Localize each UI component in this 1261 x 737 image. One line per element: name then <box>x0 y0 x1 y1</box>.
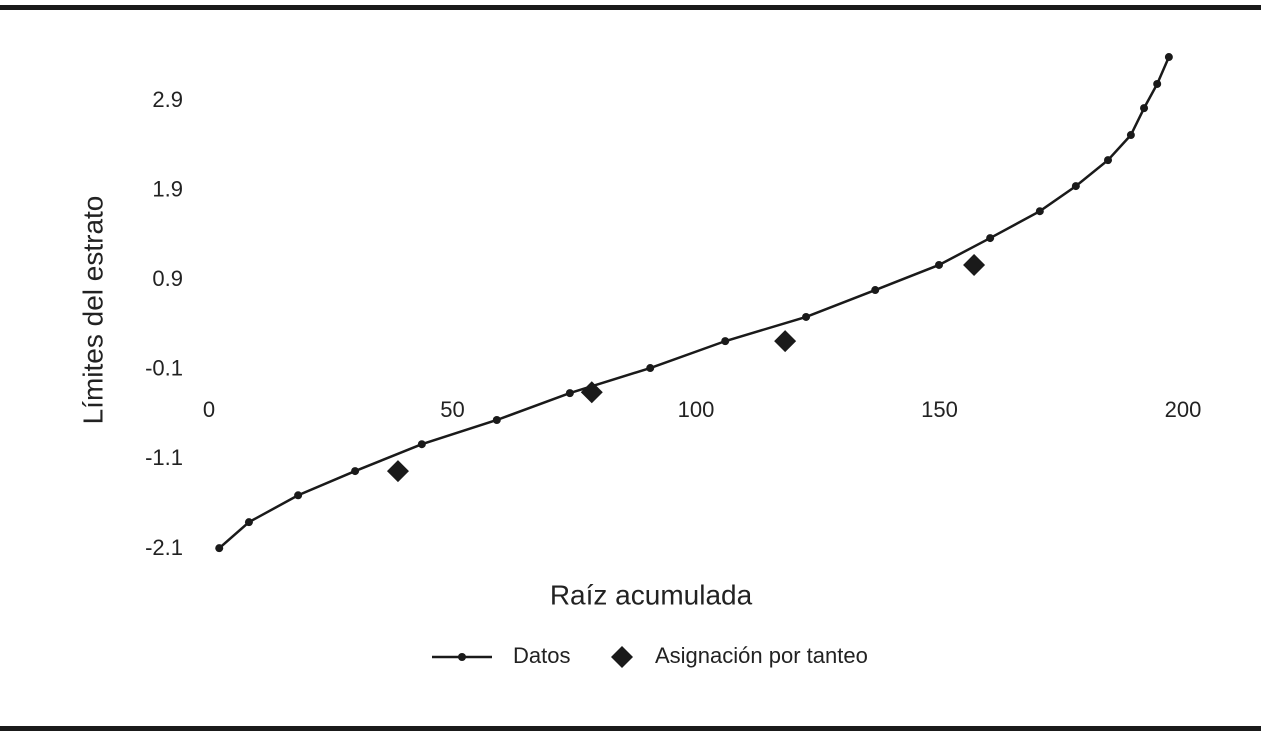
data-point <box>1126 131 1135 140</box>
data-point <box>802 312 811 321</box>
x-tick-label: 0 <box>203 397 215 422</box>
data-point <box>935 260 944 269</box>
data-point <box>1153 79 1162 88</box>
x-tick-label: 100 <box>678 397 715 422</box>
data-point <box>1140 104 1149 113</box>
y-tick-label: 2.9 <box>152 87 183 112</box>
data-point <box>986 234 995 243</box>
y-tick-label: -0.1 <box>145 356 183 381</box>
data-point <box>774 330 797 353</box>
y-tick-label: 0.9 <box>152 266 183 291</box>
data-point <box>1164 53 1173 62</box>
legend-marker <box>458 653 466 661</box>
x-tick-label: 150 <box>921 397 958 422</box>
data-point <box>565 389 574 398</box>
data-point <box>386 460 409 483</box>
data-point <box>492 415 501 424</box>
legend-label: Datos <box>513 643 570 668</box>
data-point <box>244 518 253 527</box>
x-tick-label: 200 <box>1165 397 1202 422</box>
top-rule <box>0 5 1261 10</box>
data-point <box>294 491 303 500</box>
data-point <box>963 253 986 276</box>
data-point <box>215 544 224 553</box>
data-point <box>1104 156 1113 165</box>
data-point <box>871 286 880 295</box>
y-tick-label: -1.1 <box>145 445 183 470</box>
data-point <box>580 381 603 404</box>
data-point <box>646 364 655 373</box>
legend-marker <box>611 646 633 668</box>
x-axis-title: Raíz acumulada <box>550 579 753 610</box>
data-point <box>1035 207 1044 216</box>
data-point <box>417 440 426 449</box>
bottom-rule <box>0 726 1261 731</box>
y-tick-label: 1.9 <box>152 176 183 201</box>
y-tick-label: -2.1 <box>145 535 183 560</box>
x-tick-label: 50 <box>440 397 464 422</box>
data-point <box>351 467 360 476</box>
legend-label: Asignación por tanteo <box>655 643 868 668</box>
series-line <box>218 56 1171 550</box>
y-axis-title: Límites del estrato <box>77 196 108 425</box>
data-point <box>1071 182 1080 191</box>
data-point <box>721 337 730 346</box>
